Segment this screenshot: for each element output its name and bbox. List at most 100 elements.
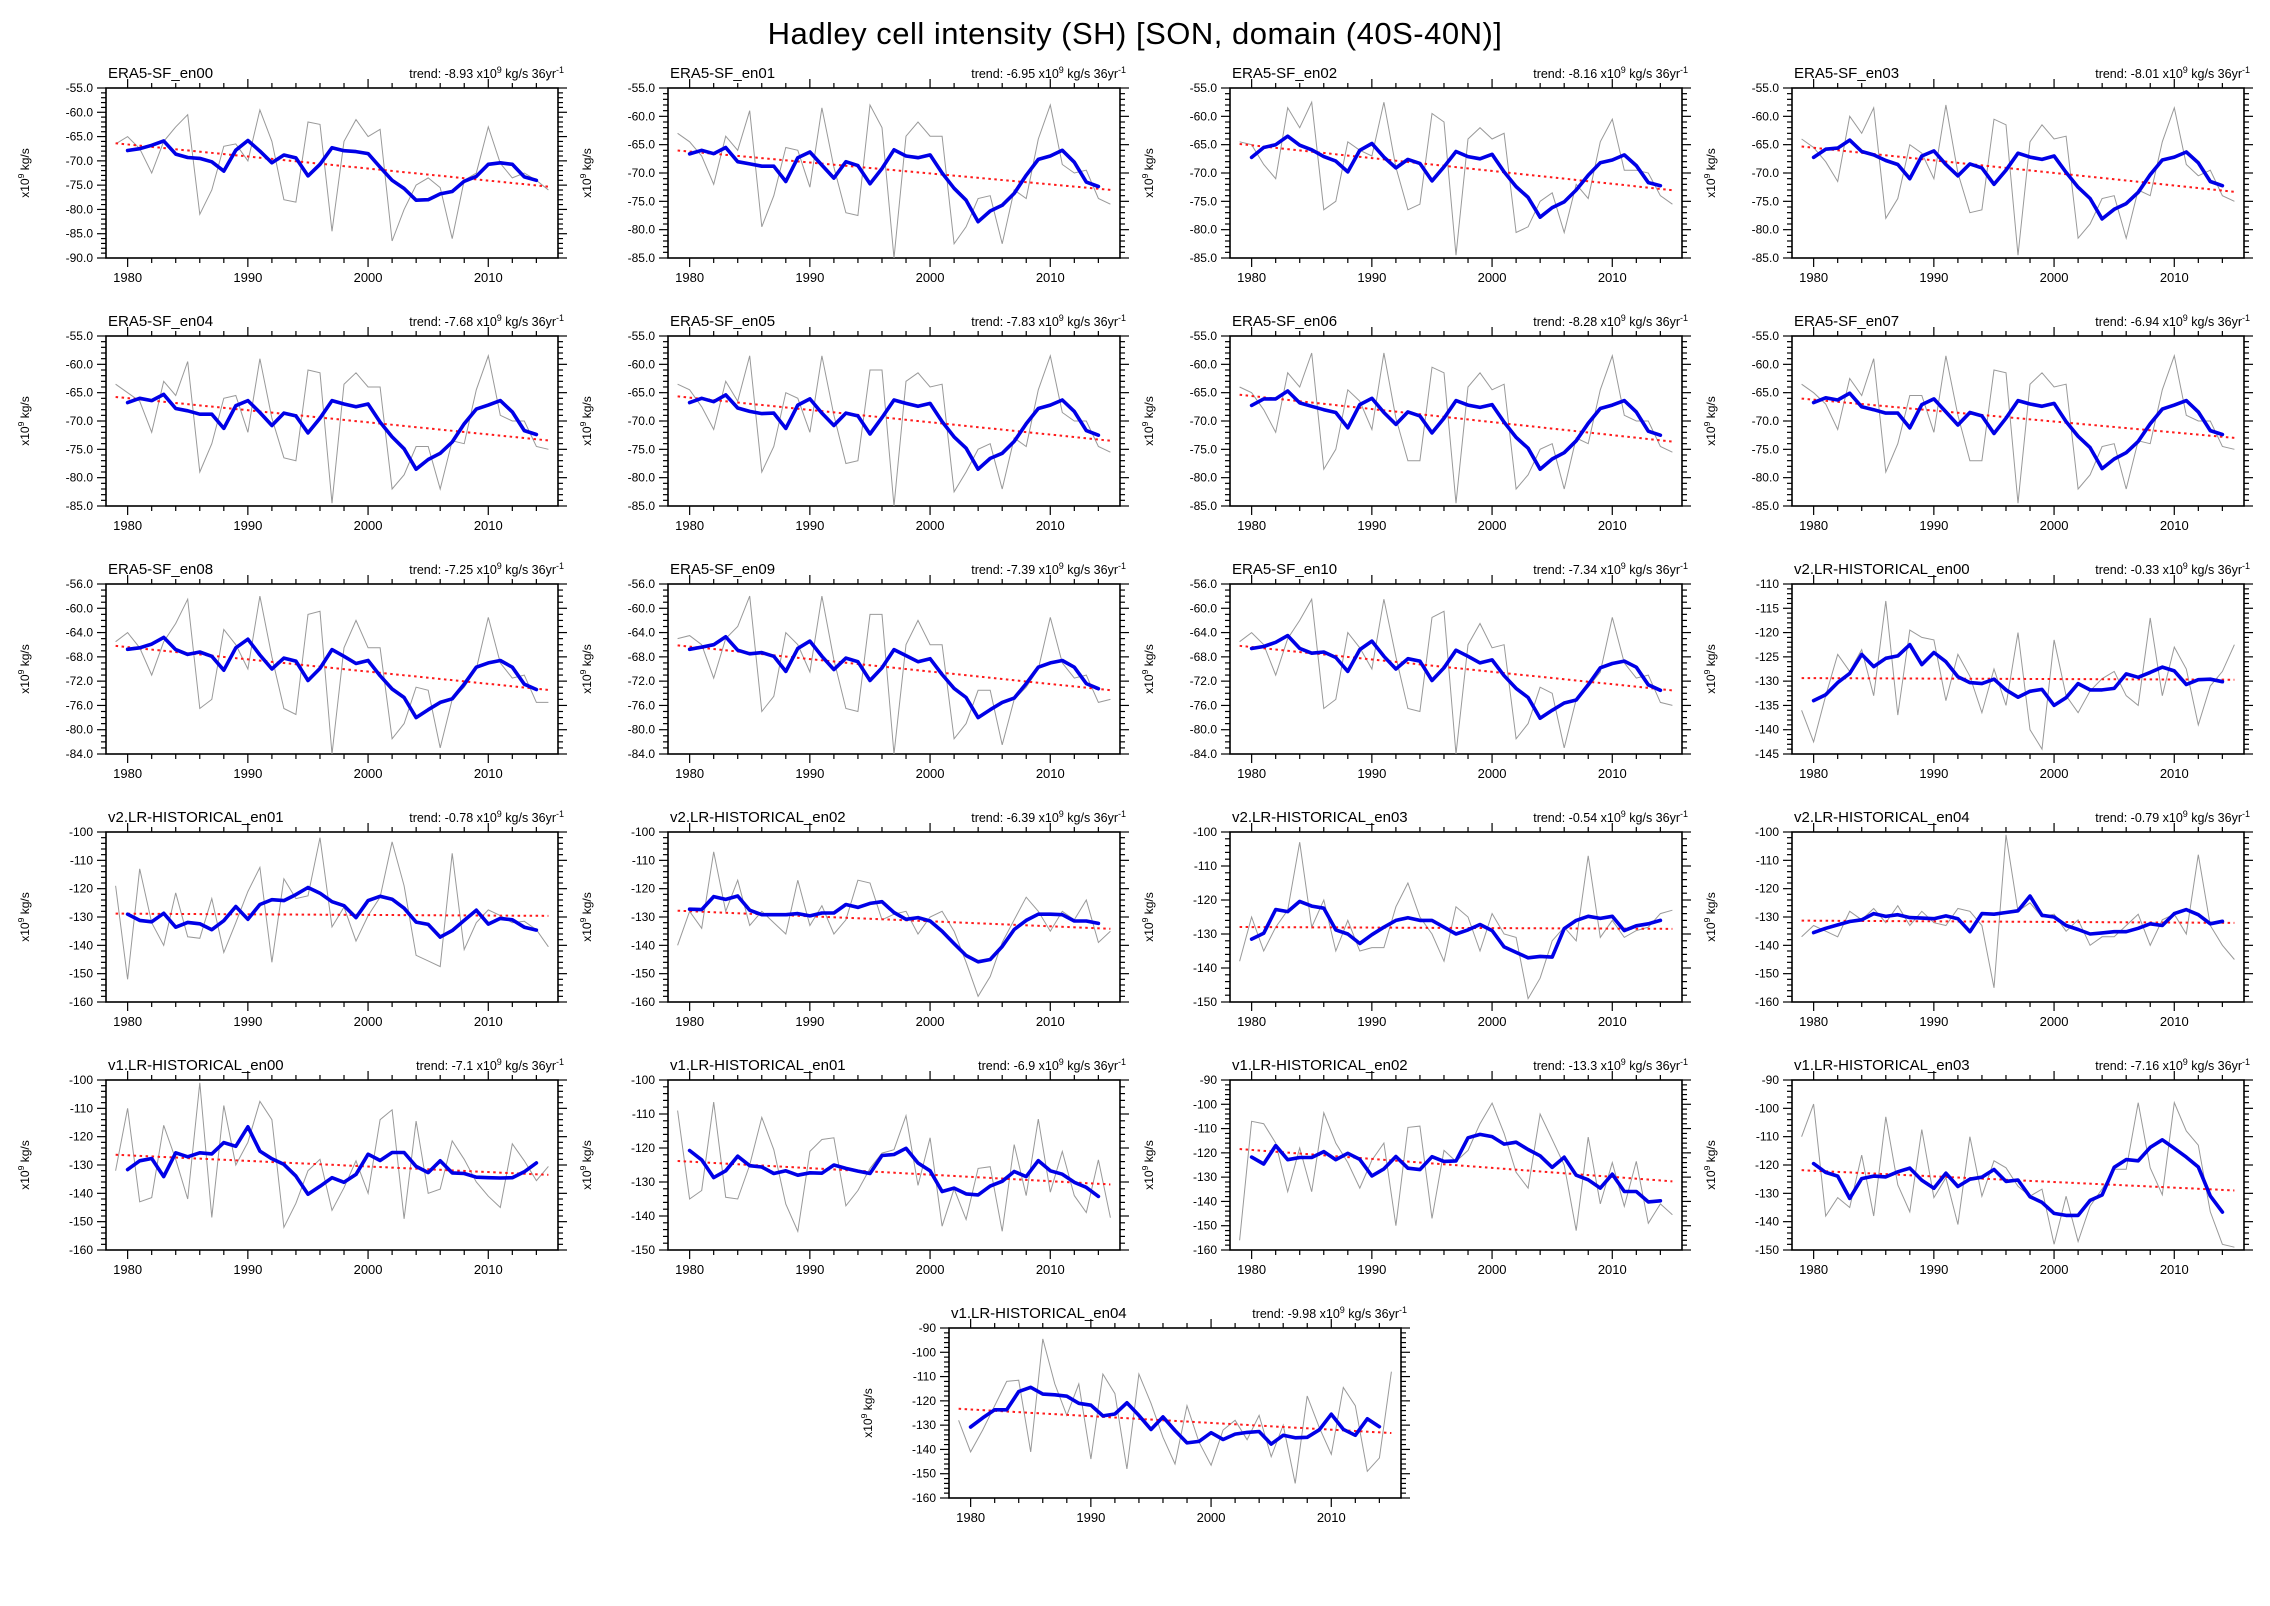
- panel-title: ERA5-SF_en03: [1794, 65, 1899, 82]
- panel-ERA5-SF_en03: ERA5-SF_en03 trend: -8.01 x109 kg/s 36yr-…: [1700, 60, 2256, 308]
- plot-frame: [1791, 335, 2245, 507]
- panel-title: ERA5-SF_en00: [108, 65, 213, 82]
- svg-text:-84.0: -84.0: [1190, 747, 1218, 761]
- svg-text:-64.0: -64.0: [628, 626, 656, 640]
- y-unit-label: x109 kg/s: [1140, 644, 1156, 694]
- chart-canvas: ERA5-SF_en10 trend: -7.34 x109 kg/s 36yr-…: [1140, 561, 1691, 781]
- trend-label: trend: -7.16 x109 kg/s 36yr-1: [2095, 1057, 2250, 1073]
- svg-text:-150: -150: [1193, 995, 1217, 1009]
- svg-text:-100: -100: [1193, 825, 1217, 839]
- axis-tick-labels: -56.0 -60.0 -64.0 -68.0 -72.0 -76.0 -80.0 -84.0…: [1190, 577, 1627, 781]
- y-unit-label: x109 kg/s: [1702, 1140, 1718, 1190]
- svg-text:-130: -130: [631, 910, 655, 924]
- svg-text:-55.0: -55.0: [1190, 81, 1218, 95]
- panel-title: v1.LR-HISTORICAL_en02: [1232, 1057, 1408, 1074]
- svg-text:1980: 1980: [1237, 518, 1266, 533]
- panel-ERA5-SF_en01: ERA5-SF_en01 trend: -6.95 x109 kg/s 36yr-…: [576, 60, 1132, 308]
- svg-text:-130: -130: [1755, 910, 1779, 924]
- svg-text:-150: -150: [631, 1243, 655, 1257]
- raw-series-line: [115, 837, 549, 980]
- trend-line: [115, 912, 549, 917]
- raw-series-line: [1239, 842, 1673, 1000]
- svg-text:2000: 2000: [1478, 1014, 1507, 1029]
- y-unit-label: x109 kg/s: [578, 644, 594, 694]
- y-unit-label: x109 kg/s: [1140, 892, 1156, 942]
- trend-line: [1239, 926, 1673, 930]
- trend-label: trend: -7.39 x109 kg/s 36yr-1: [971, 561, 1126, 577]
- plot-frame: [667, 1079, 1121, 1251]
- svg-text:1990: 1990: [1076, 1510, 1105, 1525]
- raw-series-line: [1239, 597, 1673, 754]
- svg-text:2010: 2010: [2160, 1262, 2189, 1277]
- axis-tick-labels: -110 -115 -120 -125 -130 -135 -140 -145 1980 1990…: [1755, 577, 2189, 781]
- svg-text:-65.0: -65.0: [1190, 386, 1218, 400]
- svg-text:-65.0: -65.0: [66, 386, 94, 400]
- raw-series-line: [1801, 353, 2235, 504]
- raw-series-line: [1239, 352, 1673, 504]
- svg-text:1990: 1990: [795, 518, 824, 533]
- svg-text:-80.0: -80.0: [66, 723, 94, 737]
- svg-text:1990: 1990: [233, 766, 262, 781]
- svg-text:-80.0: -80.0: [628, 223, 656, 237]
- trend-line: [115, 395, 549, 442]
- svg-text:1980: 1980: [113, 766, 142, 781]
- svg-text:1990: 1990: [1357, 518, 1386, 533]
- panel-title: ERA5-SF_en09: [670, 561, 775, 578]
- panel-title: v1.LR-HISTORICAL_en03: [1794, 1057, 1970, 1074]
- svg-text:-130: -130: [912, 1418, 936, 1432]
- svg-text:2000: 2000: [916, 1014, 945, 1029]
- raw-series-line: [677, 851, 1111, 998]
- smoothed-series-line: [1811, 1138, 2225, 1218]
- svg-text:-75.0: -75.0: [1752, 442, 1780, 456]
- svg-text:2010: 2010: [1036, 518, 1065, 533]
- svg-text:-80.0: -80.0: [66, 471, 94, 485]
- svg-text:-84.0: -84.0: [628, 747, 656, 761]
- y-unit-label: x109 kg/s: [1140, 396, 1156, 446]
- svg-text:-110: -110: [1756, 1130, 1779, 1144]
- svg-text:-100: -100: [631, 825, 655, 839]
- axis-tick-labels: -56.0 -60.0 -64.0 -68.0 -72.0 -76.0 -80.0 -84.0…: [66, 577, 503, 781]
- trend-label: trend: -6.39 x109 kg/s 36yr-1: [971, 809, 1126, 825]
- svg-text:-80.0: -80.0: [1752, 471, 1780, 485]
- axis-tick-labels: -100 -110 -120 -130 -140 -150 1980 1990 2000 2010: [1193, 825, 1627, 1029]
- svg-text:-110: -110: [70, 853, 93, 867]
- smoothed-series-line: [687, 1146, 1101, 1199]
- svg-text:-75.0: -75.0: [66, 178, 94, 192]
- y-unit-label: x109 kg/s: [1140, 148, 1156, 198]
- trend-label: trend: -0.79 x109 kg/s 36yr-1: [2095, 809, 2250, 825]
- svg-text:2010: 2010: [1598, 766, 1627, 781]
- svg-text:-68.0: -68.0: [1190, 650, 1218, 664]
- svg-text:-75.0: -75.0: [1190, 442, 1218, 456]
- svg-text:-110: -110: [1194, 1122, 1217, 1136]
- svg-text:2010: 2010: [474, 270, 503, 285]
- svg-text:2000: 2000: [2040, 518, 2069, 533]
- svg-text:1990: 1990: [233, 270, 262, 285]
- svg-text:-140: -140: [69, 1186, 93, 1200]
- svg-text:1980: 1980: [1237, 1014, 1266, 1029]
- plot-frame: [105, 87, 559, 259]
- svg-text:2010: 2010: [1036, 1262, 1065, 1277]
- panel-ERA5-SF_en04: ERA5-SF_en04 trend: -7.68 x109 kg/s 36yr-…: [14, 308, 570, 556]
- axis-ticks: [1221, 79, 1691, 267]
- svg-text:2000: 2000: [916, 518, 945, 533]
- svg-text:-100: -100: [69, 1073, 93, 1087]
- svg-text:-60.0: -60.0: [1752, 109, 1780, 123]
- trend-line: [1801, 677, 2235, 681]
- svg-text:1980: 1980: [675, 1262, 704, 1277]
- svg-text:1980: 1980: [113, 270, 142, 285]
- svg-text:-80.0: -80.0: [628, 723, 656, 737]
- panel-ERA5-SF_en08: ERA5-SF_en08 trend: -7.25 x109 kg/s 36yr-…: [14, 556, 570, 804]
- smoothed-series-line: [687, 894, 1101, 964]
- svg-text:-120: -120: [69, 1130, 93, 1144]
- svg-text:-70.0: -70.0: [628, 166, 656, 180]
- svg-text:-100: -100: [631, 1073, 655, 1087]
- raw-series-line: [677, 595, 1111, 754]
- chart-canvas: v1.LR-HISTORICAL_en02 trend: -13.3 x109 k…: [1140, 1057, 1691, 1277]
- raw-series-line: [1239, 100, 1673, 256]
- chart-canvas: v2.LR-HISTORICAL_en03 trend: -0.54 x109 k…: [1140, 809, 1691, 1029]
- smoothed-series-line: [1249, 134, 1663, 219]
- axis-ticks: [1783, 575, 2253, 763]
- svg-text:-55.0: -55.0: [1752, 81, 1780, 95]
- svg-text:-140: -140: [912, 1442, 936, 1456]
- axis-tick-labels: -100 -110 -120 -130 -140 -150 -160 1980 1990 2000…: [69, 1073, 503, 1277]
